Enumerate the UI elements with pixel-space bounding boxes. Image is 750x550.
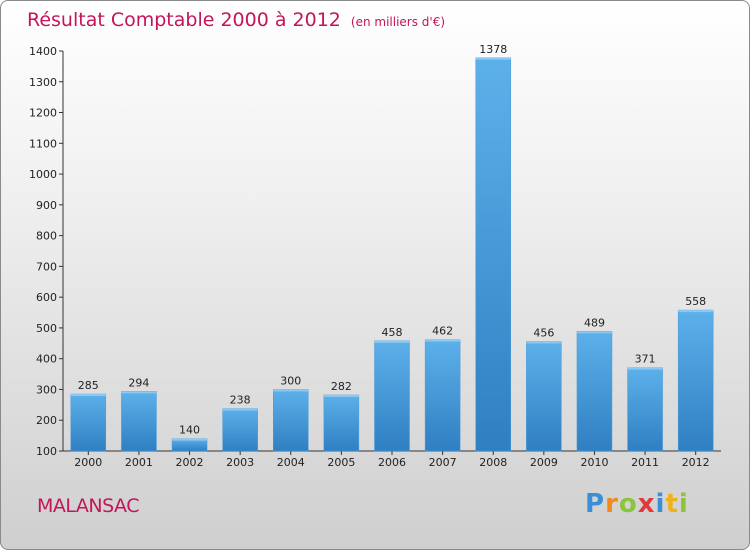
proxiti-logo: Proxiti	[585, 489, 689, 519]
bar-highlight	[172, 438, 208, 441]
bar	[526, 341, 562, 452]
x-tick-label: 2008	[479, 456, 507, 469]
bar-highlight	[70, 394, 106, 397]
x-tick-label: 2003	[226, 456, 254, 469]
bar-highlight	[526, 341, 562, 344]
bar	[222, 408, 258, 452]
bar	[424, 339, 461, 452]
label-layer: 285 294 140 238 300 282 458 462 1378 456 489 371 558	[78, 43, 706, 437]
data-label: 371	[635, 353, 656, 366]
y-tick-label: 500	[36, 322, 57, 335]
x-tick-label: 2009	[530, 456, 558, 469]
data-label: 458	[382, 326, 403, 339]
y-tick-label: 1400	[29, 45, 57, 58]
y-tick-label: 400	[36, 353, 57, 366]
bar	[273, 389, 309, 452]
y-tick-label: 700	[36, 260, 57, 273]
bar	[323, 394, 360, 452]
chart-subtitle: (en milliers d'€)	[350, 15, 446, 29]
x-tick-label: 2012	[682, 456, 710, 469]
data-label: 1378	[479, 43, 507, 56]
y-tick-label: 1000	[29, 168, 57, 181]
logo-letter: i	[678, 489, 689, 519]
bar-highlight	[273, 389, 309, 392]
data-label: 140	[179, 424, 200, 437]
x-tick-label: 2006	[378, 456, 406, 469]
data-label: 238	[230, 394, 251, 407]
data-label: 282	[331, 380, 352, 393]
bar	[627, 367, 663, 452]
y-tick-label: 600	[36, 291, 57, 304]
data-label: 300	[280, 374, 301, 387]
y-tick-label: 200	[36, 414, 57, 427]
x-tick-label: 2000	[74, 456, 102, 469]
x-tick-label: 2004	[277, 456, 305, 469]
bar-highlight	[475, 57, 511, 60]
bar-highlight	[576, 331, 612, 334]
x-tick-label: 2001	[125, 456, 153, 469]
y-tick-label: 800	[36, 230, 57, 243]
chart-title: Résultat Comptable 2000 à 2012	[27, 9, 341, 31]
bar-highlight	[222, 408, 258, 411]
y-tick-label: 300	[36, 383, 57, 396]
data-label: 462	[432, 325, 453, 338]
bar-highlight	[627, 367, 663, 370]
y-tick-label: 100	[36, 445, 57, 458]
commune-name: MALANSAC	[37, 495, 139, 517]
data-label: 558	[685, 295, 706, 308]
y-tick-label: 1100	[29, 137, 57, 150]
x-tick-label: 2011	[631, 456, 659, 469]
bar-highlight	[323, 395, 359, 397]
logo-letter: t	[665, 489, 679, 519]
y-tick-label: 1300	[29, 76, 57, 89]
bar	[70, 393, 107, 452]
x-tick-label: 2007	[429, 456, 457, 469]
bar-highlight	[425, 339, 461, 342]
bar-highlight	[374, 340, 410, 343]
logo-letter: x	[637, 489, 656, 519]
logo-letter: o	[618, 489, 638, 519]
data-label: 294	[128, 376, 149, 389]
y-tick-label: 1200	[29, 107, 57, 120]
bar	[121, 391, 157, 452]
bar	[576, 331, 613, 452]
x-tick-label: 2005	[327, 456, 355, 469]
bar	[677, 309, 714, 452]
logo-letter: r	[605, 489, 619, 519]
x-tick-label: 2010	[580, 456, 608, 469]
y-tick-label: 900	[36, 199, 57, 212]
bar	[475, 57, 511, 452]
logo-letter: P	[585, 489, 606, 519]
bar-highlight	[121, 391, 157, 394]
bar-layer	[70, 57, 714, 452]
title-line: Résultat Comptable 2000 à 2012 (en millie…	[27, 9, 445, 31]
x-tick-label: 2002	[176, 456, 204, 469]
data-label: 489	[584, 316, 605, 329]
bar	[374, 340, 410, 452]
logo-letter: i	[655, 489, 666, 519]
bar-highlight	[678, 310, 714, 313]
data-label: 456	[533, 326, 554, 339]
data-label: 285	[78, 379, 99, 392]
